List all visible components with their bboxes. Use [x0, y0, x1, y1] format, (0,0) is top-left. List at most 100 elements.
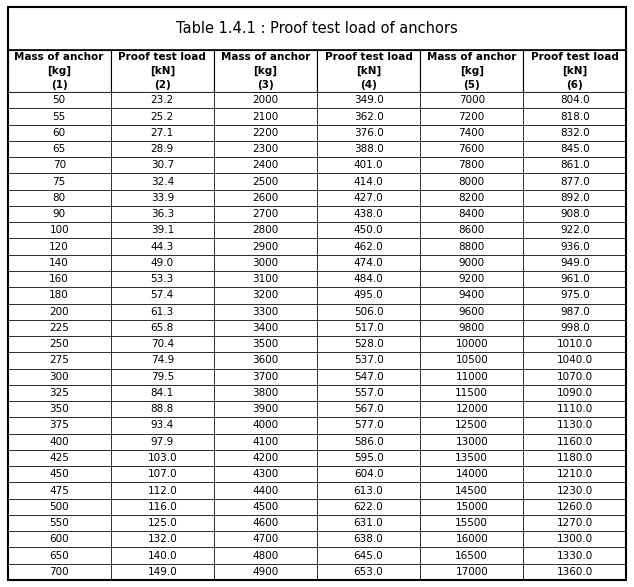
Text: 7200: 7200 — [458, 112, 485, 122]
Bar — [8, 303, 111, 320]
Text: 93.4: 93.4 — [151, 420, 174, 430]
Bar — [317, 483, 420, 499]
Text: 55: 55 — [53, 112, 66, 122]
Bar — [420, 255, 523, 271]
Bar — [214, 124, 317, 141]
Bar — [111, 466, 214, 483]
Bar — [523, 109, 626, 124]
Text: 474.0: 474.0 — [354, 258, 384, 268]
Text: [kN]: [kN] — [150, 66, 175, 76]
Text: 375: 375 — [49, 420, 69, 430]
Bar — [8, 320, 111, 336]
Text: 180: 180 — [49, 291, 69, 301]
Text: 4400: 4400 — [252, 485, 278, 495]
Bar — [214, 255, 317, 271]
Bar — [8, 401, 111, 417]
Text: 537.0: 537.0 — [354, 356, 384, 366]
Bar — [111, 124, 214, 141]
Text: Table 1.4.1 : Proof test load of anchors: Table 1.4.1 : Proof test load of anchors — [176, 21, 458, 36]
Text: 7000: 7000 — [458, 95, 485, 105]
Bar — [420, 173, 523, 190]
Text: 8200: 8200 — [458, 193, 485, 203]
Text: Mass of anchor: Mass of anchor — [15, 52, 104, 62]
Bar — [214, 352, 317, 369]
Text: 7800: 7800 — [458, 160, 485, 170]
Bar — [214, 417, 317, 434]
Text: 9400: 9400 — [458, 291, 485, 301]
Bar — [111, 401, 214, 417]
Text: 36.3: 36.3 — [151, 209, 174, 219]
Bar — [420, 109, 523, 124]
Bar — [523, 206, 626, 222]
Text: 225: 225 — [49, 323, 69, 333]
Bar — [420, 50, 523, 92]
Bar — [214, 222, 317, 238]
Bar — [420, 466, 523, 483]
Bar — [111, 287, 214, 303]
Bar — [523, 124, 626, 141]
Text: 557.0: 557.0 — [354, 388, 384, 398]
Bar — [8, 109, 111, 124]
Text: 1230.0: 1230.0 — [557, 485, 593, 495]
Text: 3900: 3900 — [252, 404, 278, 414]
Text: 349.0: 349.0 — [354, 95, 384, 105]
Text: 1180.0: 1180.0 — [557, 453, 593, 463]
Text: 9800: 9800 — [458, 323, 485, 333]
Text: 97.9: 97.9 — [151, 437, 174, 447]
Bar — [8, 498, 111, 515]
Text: 998.0: 998.0 — [560, 323, 590, 333]
Bar — [214, 157, 317, 173]
Text: 495.0: 495.0 — [354, 291, 384, 301]
Text: 132.0: 132.0 — [148, 534, 177, 544]
Text: 1270.0: 1270.0 — [557, 518, 593, 528]
Bar — [111, 255, 214, 271]
Bar — [317, 417, 420, 434]
Text: 2200: 2200 — [252, 128, 278, 138]
Bar — [214, 564, 317, 580]
Text: 8400: 8400 — [458, 209, 485, 219]
Bar — [214, 548, 317, 564]
Text: 528.0: 528.0 — [354, 339, 384, 349]
Bar — [523, 548, 626, 564]
Bar — [111, 336, 214, 352]
Bar — [523, 434, 626, 450]
Bar — [523, 369, 626, 385]
Bar — [111, 515, 214, 531]
Text: 84.1: 84.1 — [151, 388, 174, 398]
Text: 936.0: 936.0 — [560, 242, 590, 252]
Bar — [8, 515, 111, 531]
Bar — [8, 255, 111, 271]
Text: 10500: 10500 — [455, 356, 488, 366]
Bar — [111, 190, 214, 206]
Text: [kN]: [kN] — [356, 66, 381, 76]
Text: (6): (6) — [566, 80, 583, 90]
Text: 961.0: 961.0 — [560, 274, 590, 284]
Bar — [214, 515, 317, 531]
Bar — [8, 287, 111, 303]
Bar — [214, 173, 317, 190]
Text: 2500: 2500 — [252, 177, 278, 187]
Bar — [523, 303, 626, 320]
Bar — [111, 157, 214, 173]
Bar — [214, 50, 317, 92]
Text: 2100: 2100 — [252, 112, 278, 122]
Text: 2900: 2900 — [252, 242, 278, 252]
Bar — [8, 352, 111, 369]
Bar — [317, 466, 420, 483]
Bar — [8, 369, 111, 385]
Text: 28.9: 28.9 — [151, 144, 174, 154]
Text: 547.0: 547.0 — [354, 372, 384, 382]
Bar — [111, 564, 214, 580]
Bar — [214, 303, 317, 320]
Bar — [420, 434, 523, 450]
Text: 70.4: 70.4 — [151, 339, 174, 349]
Bar — [317, 206, 420, 222]
Bar — [317, 287, 420, 303]
Text: 120: 120 — [49, 242, 69, 252]
Bar — [111, 483, 214, 499]
Text: 595.0: 595.0 — [354, 453, 384, 463]
Text: 50: 50 — [53, 95, 66, 105]
Text: 604.0: 604.0 — [354, 469, 384, 479]
Bar — [111, 109, 214, 124]
Bar — [523, 238, 626, 255]
